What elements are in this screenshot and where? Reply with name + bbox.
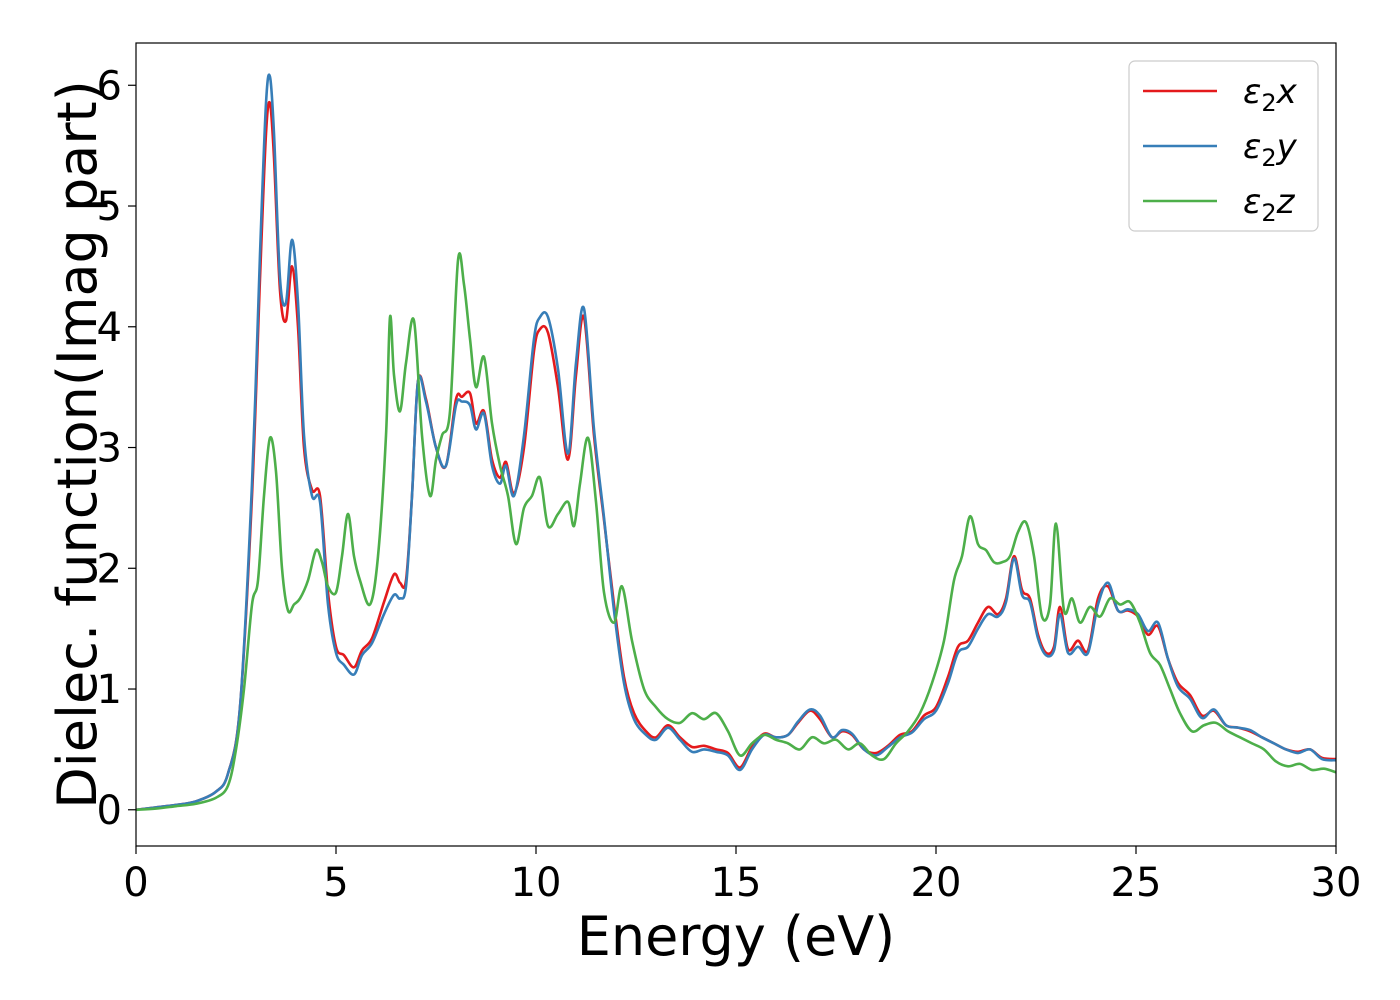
x-tick-label: 5	[323, 860, 348, 906]
y-axis-title: Dielec. function(Imag part)	[46, 80, 109, 809]
x-tick-label: 25	[1111, 860, 1162, 906]
x-tick-label: 0	[123, 860, 148, 906]
x-tick-label: 15	[711, 860, 762, 906]
y-tick-label: 4	[97, 305, 122, 351]
legend-label: ε2x	[1243, 72, 1298, 117]
y-tick-label: 2	[97, 546, 122, 592]
legend-label: ε2y	[1243, 127, 1298, 172]
legend-box	[1128, 60, 1319, 232]
y-tick-label: 0	[97, 788, 122, 834]
legend-label: ε2z	[1243, 182, 1296, 227]
series-layer	[136, 73, 1336, 812]
y-axis: 0 1 2 3 4 5 6	[97, 63, 136, 834]
y-tick-label: 5	[97, 184, 122, 230]
legend-item-y: ε2y	[1143, 127, 1298, 172]
series-line-z	[136, 252, 1336, 812]
x-tick-label: 10	[511, 860, 562, 906]
x-tick-label: 30	[1311, 860, 1362, 906]
legend-item-z: ε2z	[1143, 182, 1296, 227]
x-axis: 0 5 10 15 20 25 30	[123, 846, 1361, 906]
legend-item-x: ε2x	[1143, 72, 1298, 117]
y-tick-label: 3	[97, 426, 122, 472]
y-tick-label: 6	[97, 63, 122, 109]
y-tick-label: 1	[97, 667, 122, 713]
x-axis-title: Energy (eV)	[577, 905, 896, 968]
legend: ε2x ε2y ε2z	[1128, 60, 1319, 232]
x-tick-label: 20	[911, 860, 962, 906]
series-line-y	[136, 73, 1336, 812]
